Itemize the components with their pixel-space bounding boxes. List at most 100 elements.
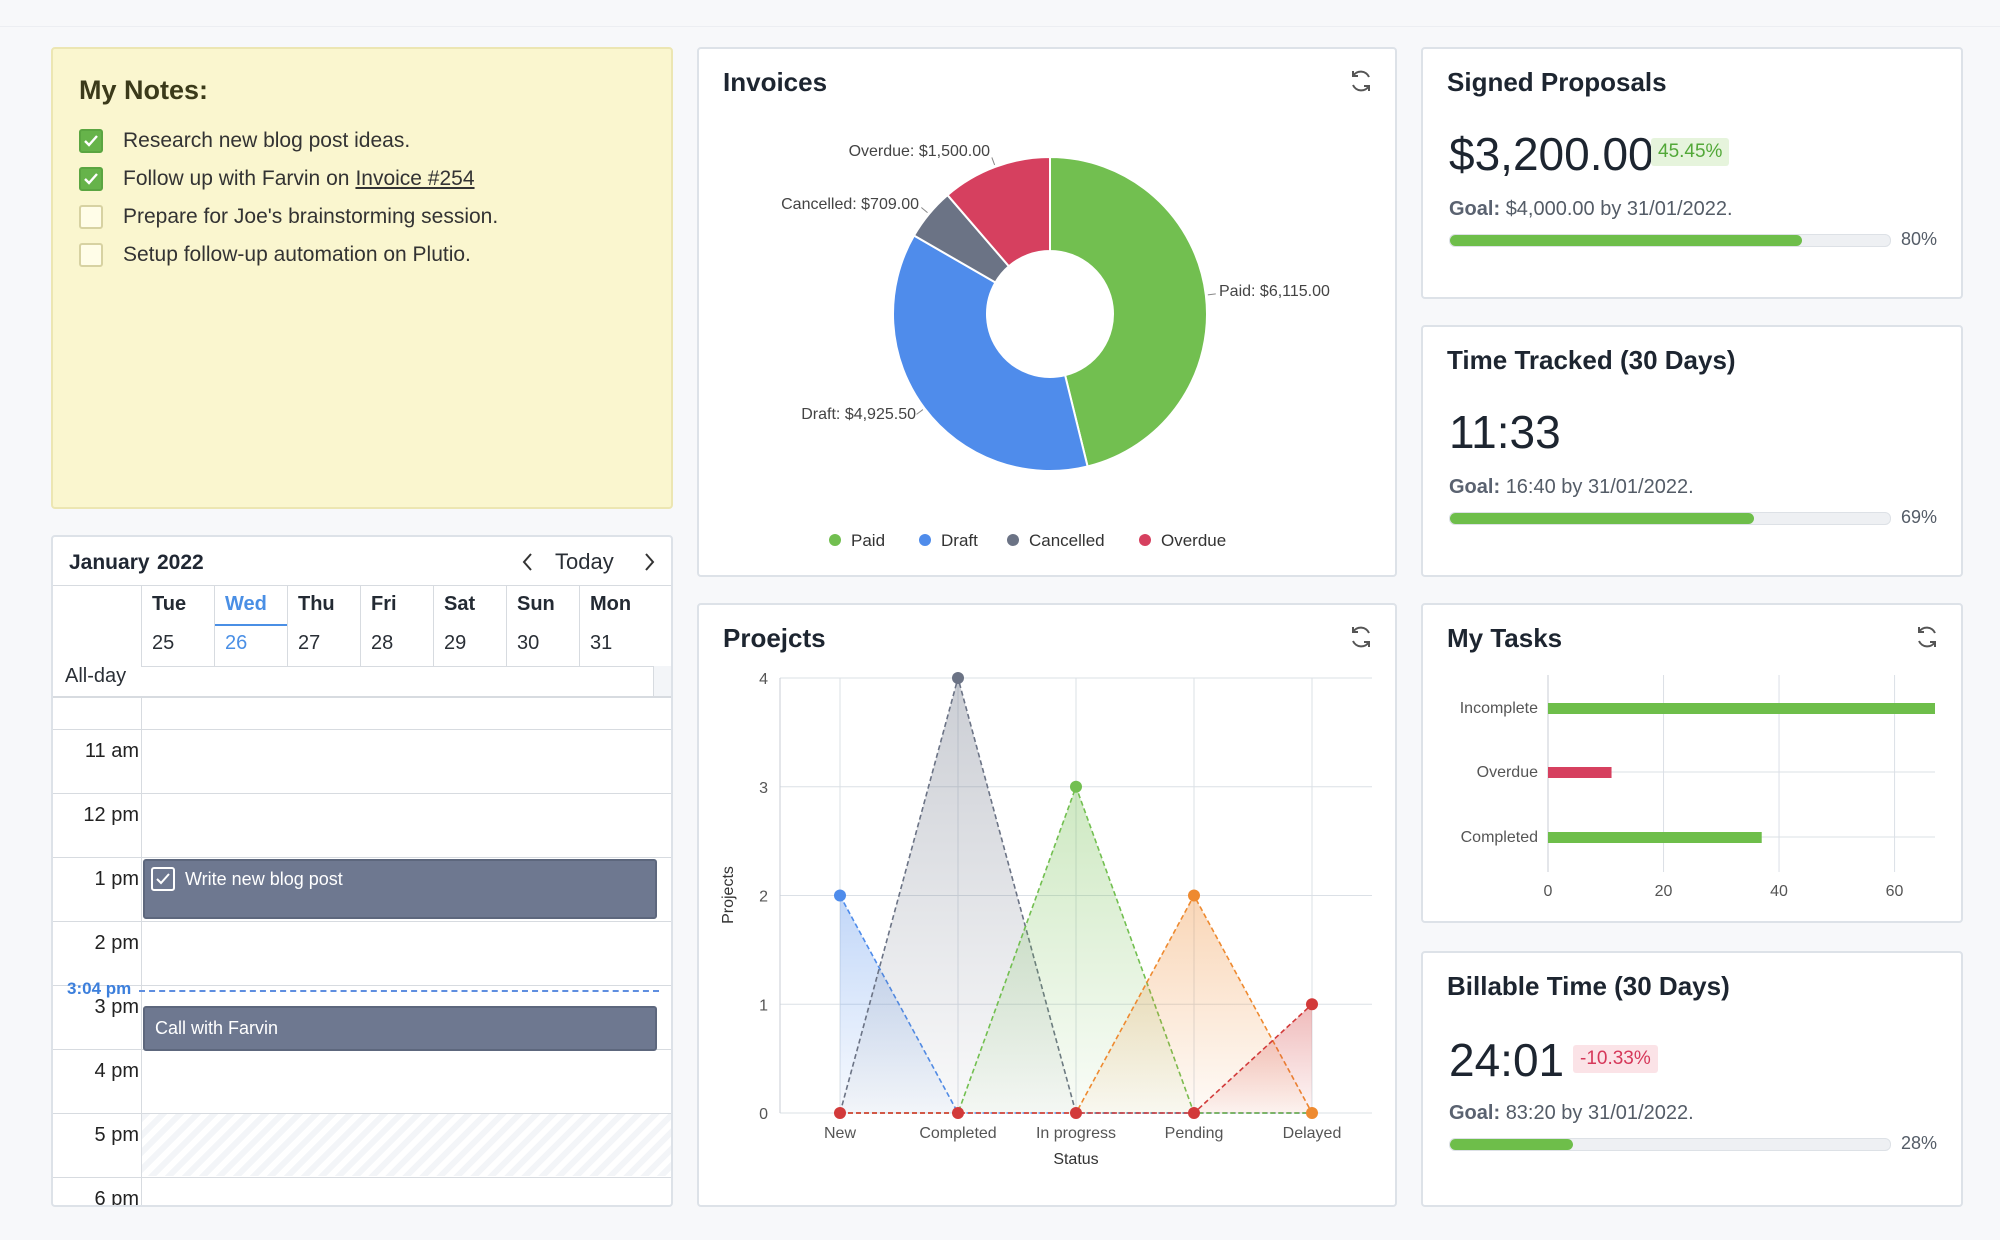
hour-label: 1 pm <box>94 868 139 890</box>
legend-label: Overdue <box>1161 531 1226 550</box>
pie-slice-label: Paid: $6,115.00 <box>1219 283 1330 300</box>
y-tick-label: Completed <box>1461 829 1538 846</box>
series-area <box>840 678 1312 1113</box>
series-area <box>840 786 1312 1113</box>
note-item[interactable]: Research new blog post ideas. <box>79 126 410 156</box>
hour-row[interactable]: 1 pm <box>53 857 671 922</box>
pie-label-leader <box>921 207 928 214</box>
day-column[interactable]: Fri 28 <box>360 586 434 666</box>
check-icon <box>84 173 98 185</box>
legend-label: Paid <box>851 531 885 550</box>
refresh-icon[interactable] <box>1347 67 1375 95</box>
current-time-label: 3:04 pm <box>67 979 132 998</box>
day-name: Tue <box>152 593 187 615</box>
billable-time-card: Billable Time (30 Days) 24:01 -10.33% Go… <box>1421 951 1963 1207</box>
note-checkbox[interactable] <box>79 129 103 153</box>
invoices-pie-chart: Paid: $6,115.00 Draft: $4,925.50 Cancelled… <box>781 143 1330 550</box>
projects-area-chart: 0 1 2 3 4 New Completed In progress Pending Delay… <box>720 671 1372 1168</box>
notes-title: My Notes: <box>79 75 209 105</box>
day-column[interactable]: Sun 30 <box>506 586 580 666</box>
note-checkbox[interactable] <box>79 167 103 191</box>
signed-change-badge: 45.45% <box>1651 138 1730 166</box>
hour-row[interactable]: 6 pm <box>53 1177 671 1207</box>
data-point <box>1188 1107 1200 1119</box>
day-column[interactable]: Sat 29 <box>433 586 507 666</box>
chevron-right-icon[interactable] <box>637 547 661 577</box>
day-column[interactable]: Thu 27 <box>287 586 361 666</box>
refresh-icon[interactable] <box>1913 623 1941 651</box>
invoice-link[interactable]: Invoice #254 <box>355 167 475 190</box>
hour-row[interactable]: 4 pm <box>53 1049 671 1114</box>
data-point <box>1070 1107 1082 1119</box>
note-item[interactable]: Prepare for Joe's brainstorming session. <box>79 202 498 232</box>
bar-incomplete <box>1548 703 1935 714</box>
day-column[interactable]: Wed 26 <box>214 586 288 666</box>
day-column[interactable]: Tue 25 <box>141 586 215 666</box>
progress-fill <box>1450 235 1802 246</box>
refresh-icon[interactable] <box>1347 623 1375 651</box>
day-name: Fri <box>371 593 397 615</box>
note-checkbox[interactable] <box>79 205 103 229</box>
goal-text: $4,000.00 by 31/01/2022. <box>1505 198 1733 220</box>
pie-slice-label: Draft: $4,925.50 <box>801 406 916 423</box>
time-tracked-value: 11:33 <box>1449 406 1561 458</box>
projects-title: Proejcts <box>723 623 826 653</box>
billable-title: Billable Time (30 Days) <box>1447 971 1730 1001</box>
legend-marker <box>1007 534 1019 546</box>
y-tick-label: 0 <box>759 1106 768 1123</box>
invoices-card: Invoices Paid: $6,115.00 Draft: $4,925.50… <box>697 47 1397 577</box>
day-number: 27 <box>298 632 321 654</box>
day-number: 28 <box>371 632 394 654</box>
x-axis-label: Status <box>1053 1151 1098 1168</box>
time-tracked-title: Time Tracked (30 Days) <box>1447 345 1736 375</box>
chevron-left-icon[interactable] <box>516 547 540 577</box>
calendar-event[interactable]: Call with Farvin <box>143 1006 657 1051</box>
hour-row[interactable]: 12 pm <box>53 793 671 858</box>
x-tick-label: 20 <box>1655 883 1673 900</box>
day-number: 30 <box>517 632 540 654</box>
day-name: Sun <box>517 593 555 615</box>
data-point <box>834 1107 846 1119</box>
note-text: Follow up with Farvin on <box>123 167 350 190</box>
today-button[interactable]: Today <box>555 549 614 574</box>
hour-row[interactable]: 3 pm <box>53 985 671 1050</box>
pie-slice-paid <box>1049 155 1208 468</box>
hour-label: 5 pm <box>94 1124 139 1146</box>
event-title: Call with Farvin <box>155 1018 279 1038</box>
progress-fill <box>1450 1139 1574 1150</box>
data-point <box>834 889 846 902</box>
note-item[interactable]: Follow up with Farvin on Invoice #254 <box>79 164 475 194</box>
note-checkbox[interactable] <box>79 243 103 267</box>
day-column[interactable]: Mon 31 <box>579 586 653 666</box>
pie-slice-label: Overdue: $1,500.00 <box>849 143 991 160</box>
day-number: 25 <box>152 632 175 654</box>
data-point <box>952 672 964 684</box>
event-checkbox[interactable] <box>151 867 175 891</box>
hour-row[interactable]: 2 pm <box>53 921 671 986</box>
goal-text: 16:40 by 31/01/2022. <box>1505 476 1694 498</box>
y-tick-label: 1 <box>759 997 768 1014</box>
signed-progress-bar <box>1449 234 1891 247</box>
calendar-event[interactable]: Write new blog post <box>143 859 657 919</box>
time-tracked-progress-text: 69% <box>1900 507 1937 527</box>
x-tick-label: New <box>824 1125 856 1142</box>
x-tick-label: 60 <box>1886 883 1904 900</box>
signed-value: $3,200.00 <box>1449 128 1654 180</box>
hour-label: 4 pm <box>94 1060 139 1082</box>
x-tick-label: Completed <box>919 1125 996 1142</box>
time-tracked-progress-bar <box>1449 512 1891 525</box>
pie-slice-label: Cancelled: $709.00 <box>781 196 919 213</box>
day-number: 31 <box>590 632 613 654</box>
legend-label: Draft <box>941 531 978 550</box>
legend-label: Cancelled <box>1029 531 1105 550</box>
hour-row[interactable]: 5 pm <box>53 1113 671 1178</box>
projects-card: Proejcts 0 1 2 3 4 New Completed In progress Pen… <box>697 603 1397 1207</box>
note-item[interactable]: Setup follow-up automation on Plutio. <box>79 240 471 270</box>
hour-row[interactable]: 11 am <box>53 729 671 794</box>
y-tick-label: Overdue <box>1477 764 1538 781</box>
hour-label: 6 pm <box>94 1188 139 1207</box>
calendar-card: January 2022 Today Tue 25 Wed 26 Thu 27 Fri… <box>51 535 673 1207</box>
tasks-title: My Tasks <box>1447 623 1563 653</box>
legend-marker <box>829 534 841 546</box>
my-tasks-card: My Tasks 0 20 40 60 Incomplete Overdue Complet… <box>1421 603 1963 923</box>
